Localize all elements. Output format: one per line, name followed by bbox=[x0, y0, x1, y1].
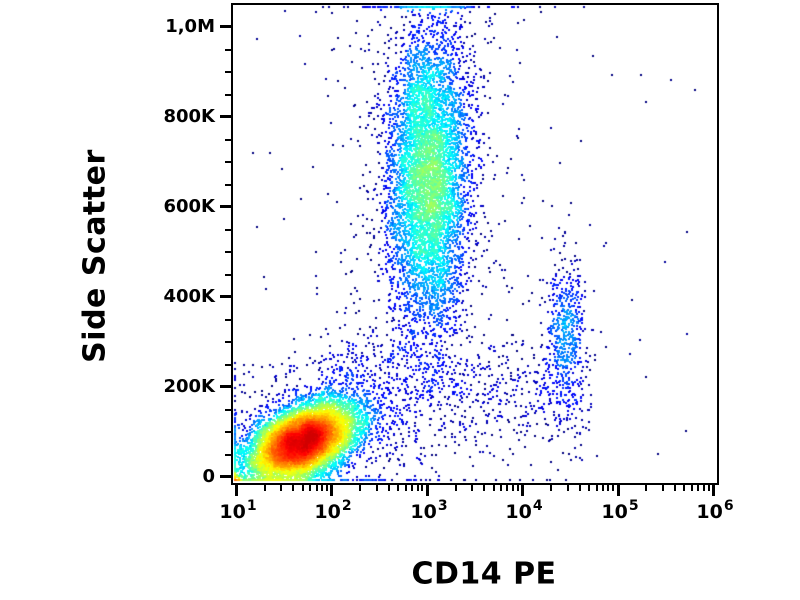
y-minor-tick bbox=[225, 274, 231, 276]
x-tick-label: 101 bbox=[219, 498, 257, 523]
y-major-tick bbox=[220, 115, 231, 118]
y-minor-tick bbox=[225, 409, 231, 411]
y-tick-label: 800K bbox=[163, 106, 215, 127]
x-minor-tick bbox=[280, 485, 282, 491]
x-minor-tick bbox=[512, 485, 514, 491]
x-minor-tick bbox=[645, 485, 647, 491]
x-tick-label: 102 bbox=[314, 498, 352, 523]
x-tick-label: 106 bbox=[696, 498, 734, 523]
x-minor-tick bbox=[455, 485, 457, 491]
x-minor-tick bbox=[316, 485, 318, 491]
scatter-density-canvas bbox=[233, 5, 717, 483]
y-tick-label: 200K bbox=[163, 376, 215, 397]
x-minor-tick bbox=[411, 485, 413, 491]
y-tick-label: 400K bbox=[163, 286, 215, 307]
x-minor-tick bbox=[292, 485, 294, 491]
x-major-tick bbox=[426, 485, 429, 496]
y-minor-tick bbox=[225, 139, 231, 141]
y-major-tick bbox=[220, 25, 231, 28]
x-tick-label: 104 bbox=[505, 498, 543, 523]
x-minor-tick bbox=[388, 485, 390, 491]
y-minor-tick bbox=[225, 251, 231, 253]
y-minor-tick bbox=[225, 431, 231, 433]
x-minor-tick bbox=[500, 485, 502, 491]
y-minor-tick bbox=[225, 71, 231, 73]
y-axis-title: Side Scatter bbox=[77, 149, 113, 363]
x-minor-tick bbox=[596, 485, 598, 491]
x-minor-tick bbox=[264, 485, 266, 491]
x-minor-tick bbox=[612, 485, 614, 491]
x-minor-tick bbox=[708, 485, 710, 491]
x-minor-tick bbox=[683, 485, 685, 491]
y-minor-tick bbox=[225, 94, 231, 96]
x-minor-tick bbox=[588, 485, 590, 491]
x-minor-tick bbox=[567, 485, 569, 491]
y-minor-tick bbox=[225, 454, 231, 456]
y-minor-tick bbox=[225, 364, 231, 366]
x-tick-label: 103 bbox=[410, 498, 448, 523]
x-minor-tick bbox=[517, 485, 519, 491]
x-minor-tick bbox=[359, 485, 361, 491]
y-tick-label: 1,0M bbox=[165, 16, 215, 37]
x-minor-tick bbox=[309, 485, 311, 491]
y-tick-label: 0 bbox=[202, 466, 215, 487]
x-minor-tick bbox=[607, 485, 609, 491]
y-major-tick bbox=[220, 295, 231, 298]
x-axis-title: CD14 PE bbox=[411, 556, 557, 592]
y-major-tick bbox=[220, 205, 231, 208]
x-major-tick bbox=[521, 485, 524, 496]
x-major-tick bbox=[330, 485, 333, 496]
x-minor-tick bbox=[405, 485, 407, 491]
x-minor-tick bbox=[662, 485, 664, 491]
x-minor-tick bbox=[483, 485, 485, 491]
x-tick-label: 105 bbox=[601, 498, 639, 523]
x-minor-tick bbox=[321, 485, 323, 491]
y-tick-label: 600K bbox=[163, 196, 215, 217]
x-minor-tick bbox=[302, 485, 304, 491]
x-minor-tick bbox=[691, 485, 693, 491]
x-minor-tick bbox=[550, 485, 552, 491]
y-major-tick bbox=[220, 385, 231, 388]
y-minor-tick bbox=[225, 341, 231, 343]
x-minor-tick bbox=[471, 485, 473, 491]
y-minor-tick bbox=[225, 229, 231, 231]
x-major-tick bbox=[235, 485, 238, 496]
y-minor-tick bbox=[225, 319, 231, 321]
x-minor-tick bbox=[417, 485, 419, 491]
x-minor-tick bbox=[493, 485, 495, 491]
x-minor-tick bbox=[602, 485, 604, 491]
x-major-tick bbox=[712, 485, 715, 496]
y-minor-tick bbox=[225, 49, 231, 51]
x-minor-tick bbox=[697, 485, 699, 491]
x-minor-tick bbox=[326, 485, 328, 491]
x-major-tick bbox=[617, 485, 620, 496]
y-major-tick bbox=[220, 475, 231, 478]
y-minor-tick bbox=[225, 184, 231, 186]
y-minor-tick bbox=[225, 161, 231, 163]
x-minor-tick bbox=[421, 485, 423, 491]
x-minor-tick bbox=[674, 485, 676, 491]
x-minor-tick bbox=[703, 485, 705, 491]
x-minor-tick bbox=[397, 485, 399, 491]
x-minor-tick bbox=[376, 485, 378, 491]
x-minor-tick bbox=[579, 485, 581, 491]
x-minor-tick bbox=[506, 485, 508, 491]
